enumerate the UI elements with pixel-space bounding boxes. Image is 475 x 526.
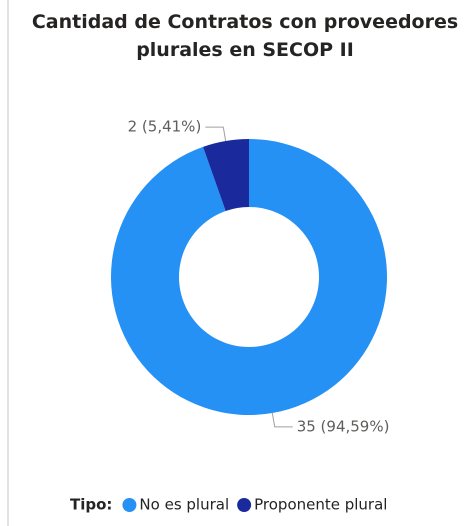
legend-label: No es plural <box>139 496 229 514</box>
legend-title: Tipo: <box>70 496 112 514</box>
leader-line <box>205 126 227 142</box>
donut-slice <box>111 139 388 416</box>
data-label: 35 (94,59%) <box>297 417 390 435</box>
legend-marker <box>237 498 252 512</box>
legend-marker <box>122 498 137 512</box>
chart-title: Cantidad de Contratos con proveedores pl… <box>31 11 459 61</box>
data-label: 2 (5,41%) <box>128 118 202 136</box>
legend-label: Proponente plural <box>254 496 387 514</box>
donut-slice <box>203 139 249 211</box>
leader-line <box>271 412 293 428</box>
